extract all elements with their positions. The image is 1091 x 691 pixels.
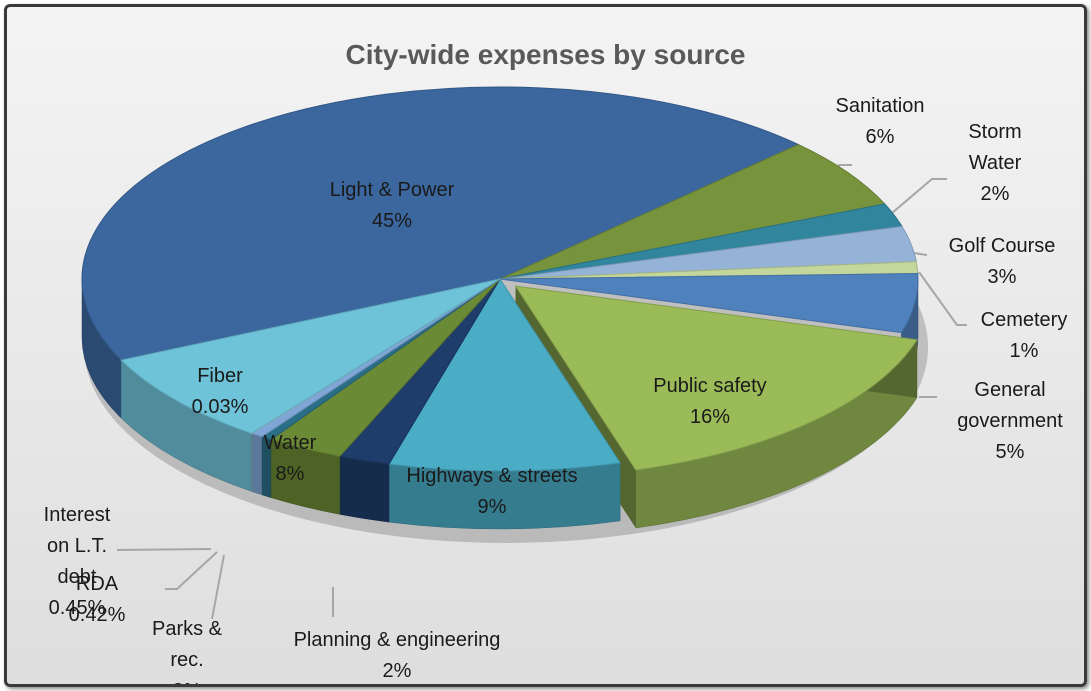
data-label: RDA 0.42% — [32, 569, 162, 631]
chart — [81, 86, 967, 620]
data-label: Interest on L.T. debt 0.45% — [32, 500, 122, 624]
category-name: Light & Power — [329, 179, 455, 201]
value-label: 5% — [995, 441, 1025, 463]
data-label: Fiber 0.03% — [170, 361, 270, 423]
value-label: 6% — [865, 126, 895, 148]
category-name: RDA — [75, 573, 119, 595]
leader-line — [116, 548, 212, 551]
value-label: 16% — [689, 406, 731, 428]
data-label: Public safety 16% — [610, 371, 810, 433]
slice — [499, 273, 919, 334]
value-label: 1% — [1009, 340, 1039, 362]
category-name: Fiber — [197, 365, 243, 387]
data-label: Storm Water 2% — [945, 117, 1045, 210]
data-label: Parks & rec. 3% — [147, 614, 227, 684]
category-name: Public safety — [653, 375, 767, 397]
category-name: Interest on L.T. debt — [43, 504, 111, 588]
category-name: Water — [263, 432, 317, 454]
value-label: 8% — [275, 463, 305, 485]
slice — [81, 86, 800, 361]
data-label: Highways & streets 9% — [372, 461, 612, 523]
slice — [499, 144, 886, 280]
category-name: Cemetery — [980, 309, 1068, 331]
data-label: Golf Course 3% — [927, 231, 1077, 293]
data-label: Planning & engineering 2% — [247, 625, 547, 684]
chart-frame: City-wide expenses by source Light & Pow… — [4, 4, 1087, 687]
value-label: 0.45% — [48, 597, 106, 619]
leader-lines — [116, 164, 967, 620]
value-label: 45% — [371, 210, 413, 232]
value-label: 0.03% — [191, 396, 249, 418]
value-label: 2% — [980, 183, 1010, 205]
data-label: Sanitation 6% — [810, 91, 950, 153]
slice — [388, 278, 621, 472]
slice — [120, 278, 501, 434]
leader-line — [211, 554, 225, 620]
leader-line — [884, 178, 947, 220]
category-name: Storm Water — [968, 121, 1022, 174]
chart-title: City-wide expenses by source — [345, 39, 746, 70]
data-label: Cemetery 1% — [964, 305, 1084, 367]
leader-line — [165, 551, 218, 590]
category-name: Golf Course — [948, 235, 1056, 257]
value-label: 3% — [987, 266, 1017, 288]
top-faces — [81, 86, 919, 472]
data-label: General government 5% — [935, 375, 1084, 468]
category-name: Parks & rec. — [151, 618, 223, 671]
category-name: Sanitation — [835, 95, 925, 117]
value-label: 9% — [477, 496, 507, 518]
value-label: 0.42% — [68, 604, 126, 626]
leader-line — [918, 271, 967, 326]
data-label: Light & Power 45% — [292, 175, 492, 237]
category-name: General government — [957, 379, 1063, 432]
value-label: 2% — [382, 660, 412, 682]
value-label: 3% — [147, 676, 227, 684]
data-label: Water 8% — [250, 428, 330, 490]
category-name: Planning & engineering — [293, 629, 501, 651]
category-name: Highways & streets — [406, 465, 578, 487]
slice — [514, 285, 918, 471]
